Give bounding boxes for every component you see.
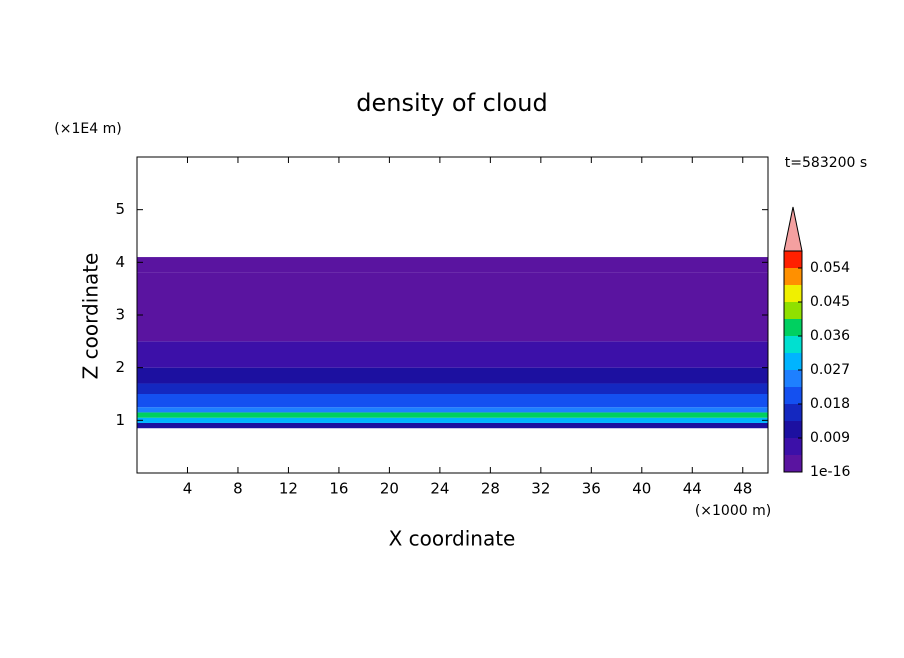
- contour-band: [137, 422, 768, 429]
- contour-band: [137, 412, 768, 418]
- colorbar-band: [784, 455, 802, 472]
- colorbar-frame: [783, 250, 803, 473]
- contour-band: [137, 315, 768, 342]
- colorbar-band: [784, 421, 802, 438]
- colorbar-band: [784, 370, 802, 387]
- x-tick-label: 40: [632, 480, 651, 498]
- colorbar-band: [784, 285, 802, 302]
- contour-band: [137, 407, 768, 413]
- x-tick-label: 36: [582, 480, 601, 498]
- y-unit: (×1E4 m): [54, 121, 121, 137]
- x-tick-label: 16: [329, 480, 348, 498]
- x-tick-label: 20: [380, 480, 399, 498]
- contour-band: [137, 272, 768, 315]
- colorbar-tick-label: 0.036: [810, 328, 850, 344]
- colorbar-band: [784, 404, 802, 421]
- colorbar-tick-label: 0.054: [810, 260, 850, 276]
- colorbar-tick-label: 0.018: [810, 396, 850, 412]
- x-unit: (×1000 m): [695, 503, 771, 519]
- colorbar-band: [784, 438, 802, 455]
- contour-band: [137, 394, 768, 408]
- x-tick-label: 12: [279, 480, 298, 498]
- y-tick-label: 4: [115, 253, 125, 271]
- colorbar-tick-label: 0.027: [810, 362, 850, 378]
- x-tick-label: 28: [481, 480, 500, 498]
- contour-band: [137, 367, 768, 384]
- y-tick-label: 1: [115, 411, 125, 429]
- x-axis-label: X coordinate: [389, 527, 516, 551]
- x-tick-label: 44: [683, 480, 702, 498]
- contour-band: [137, 341, 768, 368]
- y-axis-label: Z coordinate: [79, 253, 103, 380]
- colorbar-tick-label: 0.045: [810, 294, 850, 310]
- x-tick-label: 48: [733, 480, 752, 498]
- colorbar-tick-label: 1e-16: [810, 464, 850, 480]
- colorbar-band: [784, 268, 802, 285]
- time-label: t=583200 s: [785, 155, 867, 171]
- x-tick-label: 8: [233, 480, 243, 498]
- x-tick-label: 4: [183, 480, 193, 498]
- colorbar-band: [784, 387, 802, 404]
- y-tick-label: 5: [115, 200, 125, 218]
- chart-title: density of cloud: [356, 89, 547, 117]
- colorbar-band: [784, 251, 802, 268]
- y-tick-label: 2: [115, 358, 125, 376]
- contour-band: [137, 257, 768, 273]
- contour-band: [137, 383, 768, 394]
- x-tick-label: 32: [531, 480, 550, 498]
- x-tick-label: 24: [430, 480, 449, 498]
- y-tick-label: 3: [115, 306, 125, 324]
- colorbar-band: [784, 353, 802, 370]
- contour-band: [137, 417, 768, 423]
- colorbar-tick-label: 0.009: [810, 430, 850, 446]
- colorbar-band: [784, 319, 802, 336]
- colorbar-band: [784, 336, 802, 353]
- colorbar-band: [784, 302, 802, 319]
